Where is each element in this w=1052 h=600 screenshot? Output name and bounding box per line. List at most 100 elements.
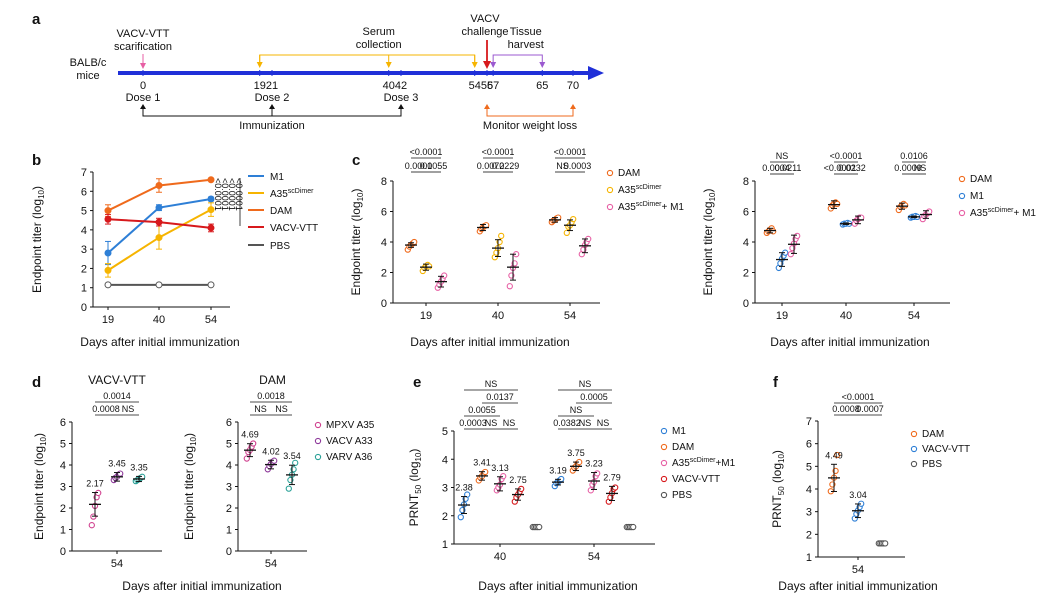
legend-marker	[958, 209, 966, 217]
x-axis-label: Days after initial immunization	[478, 579, 637, 593]
data-point	[500, 473, 507, 480]
y-tick-label: 5	[226, 439, 232, 451]
y-axis-label-part: )	[30, 186, 44, 190]
mean-value-label: 4.49	[825, 450, 843, 460]
y-axis-label: Endpoint titer (log10)	[349, 189, 365, 296]
x-tick-label: 54	[564, 310, 576, 322]
mean-value-label: 3.75	[567, 448, 585, 458]
legend-marker	[910, 430, 918, 438]
x-axis-label: Days after initial immunization	[770, 335, 929, 349]
data-point	[104, 281, 112, 289]
data-point	[612, 484, 619, 491]
x-tick-label: 40	[494, 551, 506, 563]
panel-label-a: a	[32, 11, 41, 28]
legend-label-name: M1	[270, 172, 284, 183]
significance-label: <0.0001	[824, 163, 857, 173]
timeline-day-label: 70	[567, 80, 579, 92]
y-axis-label-part: )	[407, 449, 421, 453]
legend-marker	[910, 445, 918, 453]
legend-label-name: MPXV A35	[326, 420, 375, 431]
y-axis-label-subscript: 10	[39, 436, 48, 445]
timeline-day-label: 57	[487, 80, 499, 92]
legend-label: A35scDimer	[270, 188, 314, 200]
x-tick-label: 54	[111, 558, 123, 570]
data-point	[457, 514, 464, 521]
significance-label: 0.0232	[838, 163, 866, 173]
legend-marker	[958, 192, 966, 200]
mean-value-label: 4.02	[262, 446, 280, 456]
significance-label: <0.0001	[213, 178, 223, 211]
legend-label: M1	[970, 191, 984, 202]
legend-label-name: VACV-VTT	[270, 223, 318, 234]
legend-label-name: PBS	[270, 241, 290, 252]
legend-label: DAM	[618, 168, 640, 179]
significance-label: 0.0009	[894, 163, 922, 173]
legend-marker	[660, 427, 668, 435]
significance-label: 0.0055	[468, 405, 496, 415]
significance-label: 0.0004	[762, 163, 790, 173]
y-tick-label: 4	[81, 225, 87, 237]
serum-arrowhead	[471, 62, 478, 68]
significance-label: NS	[485, 418, 498, 428]
dose-label: Dose 1	[126, 92, 161, 104]
legend-marker	[606, 186, 614, 194]
legend-label-sup: scDimer	[690, 457, 716, 464]
significance-label: 0.0001	[405, 161, 433, 171]
y-axis-label-subscript: 10	[37, 189, 46, 198]
data-point	[155, 218, 163, 226]
y-axis-label: Endpoint titer (log10)	[182, 433, 198, 540]
x-tick-label: 19	[102, 314, 114, 326]
y-tick-label: 1	[81, 283, 87, 295]
panel-label-f: f	[773, 374, 779, 391]
tissue-arrowhead	[539, 62, 546, 68]
legend-label: VACV-VTT	[922, 444, 970, 455]
legend-label-name: A35	[618, 185, 636, 196]
y-axis-label-subscript: 10	[414, 452, 423, 461]
monitor-arrowhead	[570, 104, 576, 109]
challenge-arrowhead	[483, 61, 491, 69]
chart-f: 1 2 3 4 5 6 7 PRNT50 (log10) 54 4.49 3.04 <0.0001 0.…	[770, 392, 970, 593]
panel-label-c: c	[352, 152, 360, 169]
serum-label-line2: collection	[356, 39, 402, 51]
significance-label: 0.0211	[775, 163, 802, 173]
legend-label: A35scDimer+M1	[672, 457, 736, 469]
legend-label-name: M1	[672, 426, 686, 437]
chart-title: DAM	[259, 373, 286, 387]
y-tick-label: 2	[81, 263, 87, 275]
tissue-label: Tissue	[510, 26, 542, 38]
legend-label-name: A35	[618, 202, 636, 213]
y-tick-label: 2	[226, 503, 232, 515]
y-tick-label: 5	[442, 426, 448, 438]
legend-label: PBS	[672, 490, 692, 501]
legend-label: A35scDimer+ M1	[970, 207, 1036, 219]
y-tick-label: 6	[81, 186, 87, 198]
data-point	[207, 281, 215, 289]
data-point	[787, 251, 794, 258]
y-axis-label-part: Endpoint titer (log	[32, 446, 46, 540]
y-tick-label: 6	[381, 207, 387, 219]
data-point	[104, 207, 112, 215]
dose-label: Dose 3	[384, 92, 419, 104]
legend-marker	[910, 460, 918, 468]
legend-label-name: A35	[672, 458, 690, 469]
significance-label: NS	[254, 404, 267, 414]
data-point	[155, 281, 163, 289]
legend-marker	[958, 175, 966, 183]
data-point	[285, 485, 292, 492]
data-point	[834, 200, 841, 208]
y-tick-label: 0	[60, 546, 66, 558]
y-tick-label: 4	[226, 460, 232, 472]
y-tick-label: 4	[381, 237, 387, 249]
y-axis-label-subscript: 10	[777, 454, 786, 463]
y-tick-label: 3	[806, 507, 812, 519]
legend-label-name: M1	[970, 191, 984, 202]
mean-value-label: 3.04	[849, 490, 867, 500]
tissue-bracket	[492, 54, 543, 66]
x-axis-label: Days after initial immunization	[122, 579, 281, 593]
y-tick-label: 4	[806, 484, 812, 496]
significance-label: <0.0001	[482, 147, 515, 157]
timeline-day-label: 42	[395, 80, 407, 92]
timeline-day-label: 21	[266, 80, 278, 92]
legend-label-suffix: + M1	[661, 202, 684, 213]
legend-label-sup: scDimer	[288, 188, 314, 195]
